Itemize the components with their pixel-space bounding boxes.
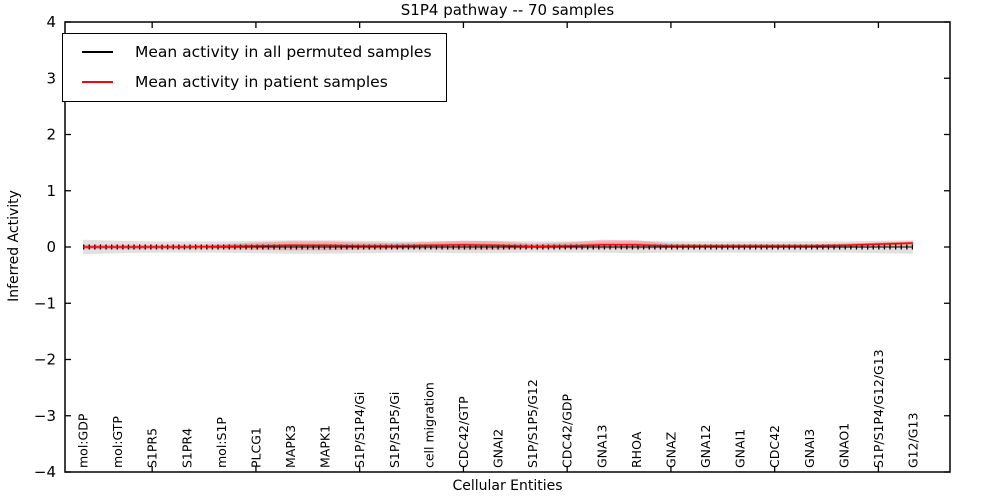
legend-item-patient: Mean activity in patient samples [73,69,432,95]
x-category-label: mol:GTP [110,416,125,468]
y-tick-label: −4 [34,463,56,481]
legend-item-permuted: Mean activity in all permuted samples [73,39,432,65]
x-category-label: GNAZ [663,432,678,468]
x-category-label: S1P/S1P5/G12 [525,379,540,468]
x-category-label: CDC42/GDP [560,393,575,468]
y-tick-label: 1 [46,182,56,200]
y-tick-label: 0 [46,238,56,256]
x-category-label: S1PR4 [179,428,194,468]
x-category-label: GNAI3 [802,429,817,468]
y-tick-label: 4 [46,13,56,31]
x-category-label: G12/G13 [906,413,921,468]
chart-title: S1P4 pathway -- 70 samples [400,1,615,19]
series-line-patient [83,242,914,248]
x-category-label: CDC42 [767,425,782,468]
x-category-label: mol:S1P [214,417,229,468]
x-category-label: GNAI2 [491,429,506,468]
legend-label-patient: Mean activity in patient samples [135,73,388,91]
x-category-label: MAPK1 [318,425,333,468]
x-axis-label: Cellular Entities [452,478,563,494]
y-tick-label: −2 [34,351,56,369]
y-tick-label: −1 [34,294,56,312]
x-category-label: mol:GDP [76,413,91,468]
y-tick-label: 3 [46,69,56,87]
x-category-label: S1P/S1P4/Gi [352,392,367,468]
x-category-label: GNA13 [594,425,609,469]
x-category-label: RHOA [629,431,644,468]
x-category-label: MAPK3 [283,425,298,468]
x-category-label: S1P/S1P4/G12/G13 [871,349,886,468]
x-category-label: PLCG1 [248,427,263,468]
legend-label-permuted: Mean activity in all permuted samples [135,43,432,61]
x-category-label: GNAI1 [733,429,748,468]
x-category-label: cell migration [421,382,436,468]
x-category-label: S1P/S1P5/Gi [387,392,402,468]
y-tick-label: −3 [34,407,56,425]
y-tick-label: 2 [46,126,56,144]
x-category-label: CDC42/GTP [456,396,471,468]
patient-line-swatch [82,81,113,83]
legend: Mean activity in all permuted samples Me… [62,33,447,102]
x-category-label: GNA12 [698,425,713,469]
x-category-label: GNAO1 [836,423,851,468]
x-category-label: S1PR5 [145,428,160,468]
permuted-line-swatch [82,51,113,53]
